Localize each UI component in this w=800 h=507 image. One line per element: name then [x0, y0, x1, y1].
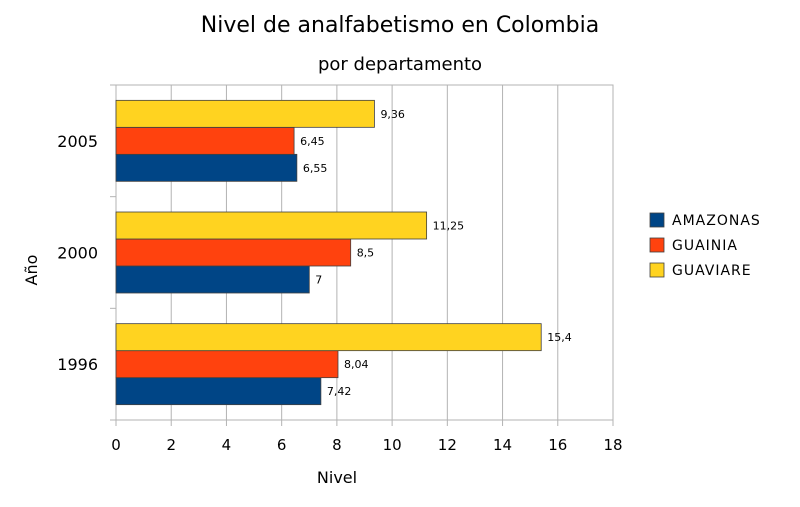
x-tick-label: 10 [383, 436, 402, 454]
bar-guaviare-2005 [115, 99, 375, 128]
data-label: 9,36 [380, 108, 405, 121]
data-label: 7 [315, 274, 322, 287]
legend-swatch-guaviare [649, 262, 665, 278]
bar-guainia-2000 [115, 238, 352, 267]
data-label: 6,55 [303, 162, 328, 175]
x-tick-label: 4 [222, 436, 232, 454]
x-tick-label: 14 [493, 436, 512, 454]
category-label: 1996 [57, 355, 98, 374]
bar-amazonas-2005 [115, 153, 298, 182]
bar-guainia-1996 [115, 350, 339, 379]
data-label: 7,42 [327, 385, 352, 398]
data-label: 8,5 [357, 247, 375, 260]
x-tick-label: 8 [332, 436, 342, 454]
bar-guaviare-2000 [115, 211, 428, 240]
x-tick-label: 2 [166, 436, 176, 454]
x-tick-label: 6 [277, 436, 287, 454]
bar-guaviare-1996 [115, 323, 542, 352]
x-tick-label: 12 [438, 436, 457, 454]
category-label: 2000 [57, 244, 98, 263]
plot-area: 0 2 4 6 8 10 12 14 16 18 1996 7,42 8,04 15,4 2000 7 8,5 1… [57, 84, 623, 454]
data-label: 11,25 [433, 220, 465, 233]
legend-label-guainia: GUAINIA [672, 238, 738, 254]
legend-swatch-guainia [649, 237, 665, 253]
bar-amazonas-2000 [115, 265, 310, 294]
legend-label-guaviare: GUAVIARE [672, 263, 752, 279]
y-axis-title: Año [22, 255, 41, 286]
x-axis-title: Nivel [317, 468, 357, 487]
data-label: 6,45 [300, 135, 325, 148]
bar-amazonas-1996 [115, 377, 322, 406]
x-tick-label: 18 [603, 436, 622, 454]
legend-label-amazonas: AMAZONAS [672, 213, 761, 229]
chart-title: Nivel de analfabetismo en Colombia [201, 13, 599, 38]
data-label: 8,04 [344, 358, 369, 371]
x-tick-label: 0 [111, 436, 121, 454]
x-tick-label: 16 [548, 436, 567, 454]
chart-subtitle: por departamento [318, 54, 482, 75]
bar-guainia-2005 [115, 126, 295, 155]
legend: AMAZONAS GUAINIA GUAVIARE [649, 212, 761, 279]
category-label: 2005 [57, 132, 98, 151]
legend-swatch-amazonas [649, 212, 665, 228]
data-label: 15,4 [547, 331, 572, 344]
